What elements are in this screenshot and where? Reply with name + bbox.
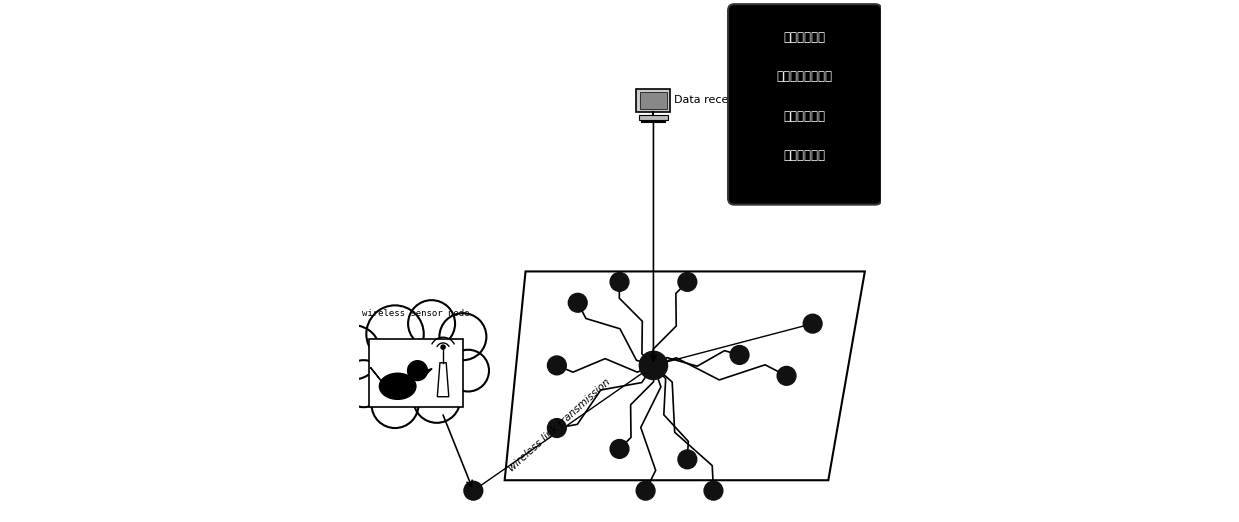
Circle shape <box>636 481 655 500</box>
Text: Data receiver: Data receiver <box>674 95 750 105</box>
Circle shape <box>447 350 489 392</box>
Polygon shape <box>426 369 432 375</box>
Circle shape <box>408 300 455 347</box>
Bar <box>637 89 670 112</box>
Circle shape <box>610 272 629 291</box>
Circle shape <box>548 356 566 375</box>
Bar <box>639 115 668 120</box>
Circle shape <box>803 314 821 333</box>
Circle shape <box>730 346 748 364</box>
Text: 节点能量有限: 节点能量有限 <box>784 110 826 123</box>
Circle shape <box>777 366 795 385</box>
Circle shape <box>548 419 566 437</box>
Circle shape <box>414 376 461 423</box>
Circle shape <box>440 313 487 360</box>
Circle shape <box>704 481 722 500</box>
Circle shape <box>367 305 424 363</box>
Circle shape <box>326 325 380 379</box>
Text: wireless sensor node: wireless sensor node <box>362 310 470 318</box>
Circle shape <box>341 360 388 407</box>
Circle shape <box>678 272 696 291</box>
Text: 网络数据拥塞: 网络数据拥塞 <box>784 149 826 162</box>
Circle shape <box>639 351 668 379</box>
Bar <box>369 339 463 407</box>
Text: wireless link transmission: wireless link transmission <box>507 377 612 474</box>
Circle shape <box>569 293 587 312</box>
Circle shape <box>372 381 419 428</box>
Circle shape <box>408 361 427 381</box>
Text: 带来的挑战：: 带来的挑战： <box>784 31 826 44</box>
FancyBboxPatch shape <box>729 4 881 205</box>
Circle shape <box>441 345 445 349</box>
Ellipse shape <box>379 373 416 399</box>
Circle shape <box>610 440 629 458</box>
Bar <box>639 92 668 109</box>
Circle shape <box>463 481 483 500</box>
Circle shape <box>678 450 696 469</box>
Polygon shape <box>370 367 383 383</box>
Text: 大量数据数据传输: 大量数据数据传输 <box>777 70 833 84</box>
Polygon shape <box>437 363 449 397</box>
